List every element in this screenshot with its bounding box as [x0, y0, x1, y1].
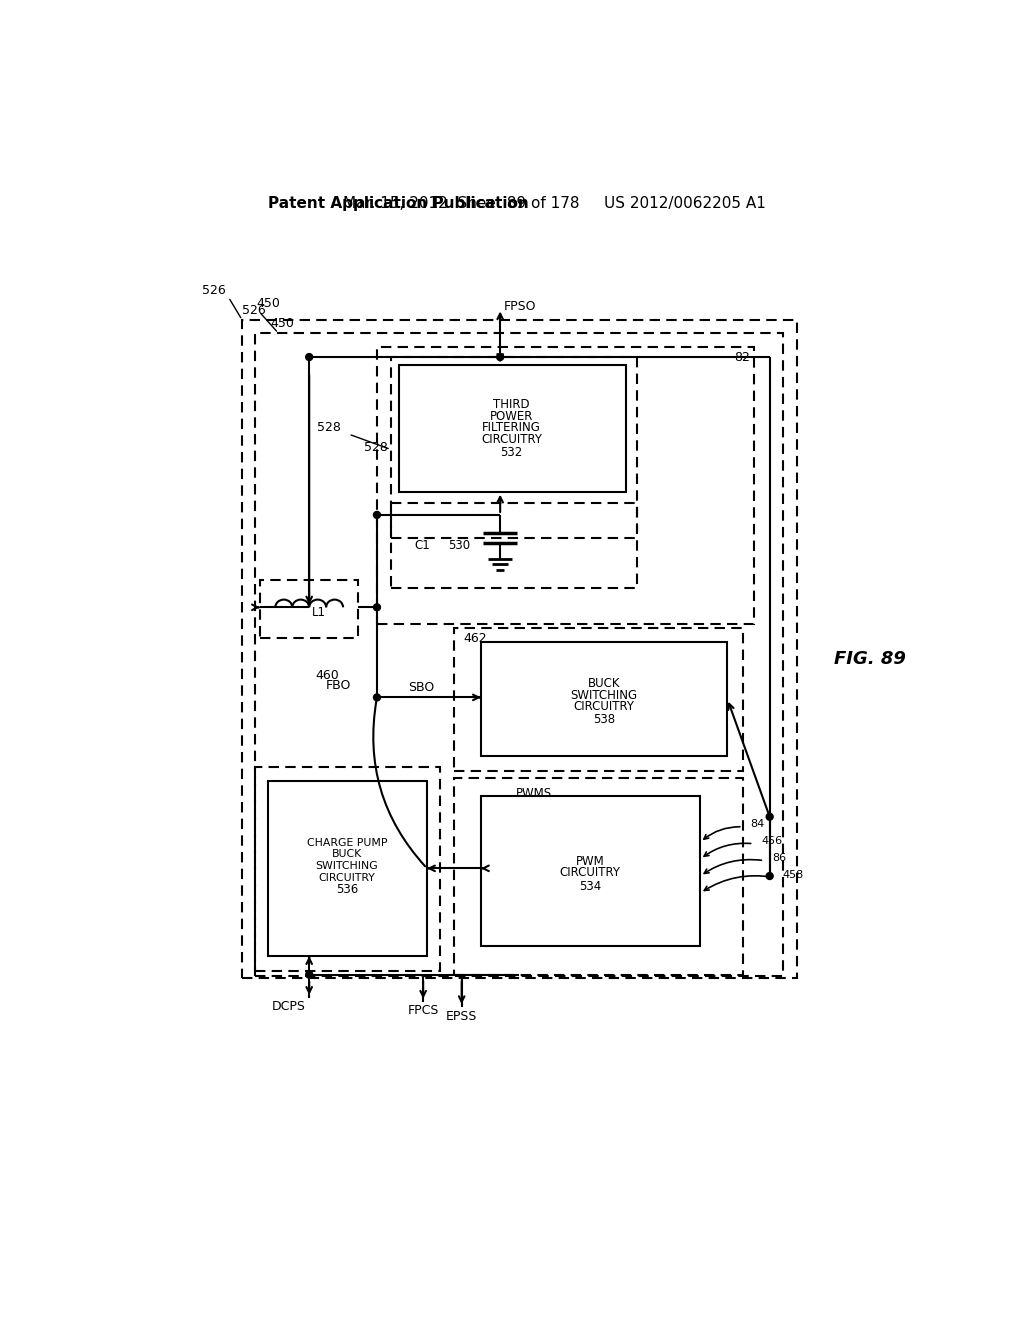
Text: C1: C1 — [414, 539, 430, 552]
Text: EPSS: EPSS — [446, 1010, 477, 1023]
Text: 86: 86 — [772, 853, 786, 862]
Text: FBO: FBO — [326, 680, 351, 693]
Text: DCPS: DCPS — [271, 1001, 305, 1014]
Bar — [481, 642, 727, 756]
Bar — [481, 796, 700, 946]
Text: FPSO: FPSO — [504, 300, 537, 313]
Bar — [391, 503, 637, 589]
Text: THIRD: THIRD — [494, 399, 530, 412]
Bar — [391, 356, 637, 539]
Text: 450: 450 — [270, 317, 295, 330]
Bar — [260, 581, 358, 638]
Bar — [454, 779, 742, 974]
Bar — [398, 364, 626, 492]
Bar — [243, 321, 797, 978]
Text: FPCS: FPCS — [408, 1005, 439, 1018]
Text: 530: 530 — [449, 539, 471, 552]
Text: POWER: POWER — [490, 409, 534, 422]
Text: CIRCUITRY: CIRCUITRY — [573, 700, 635, 713]
Text: SBO: SBO — [408, 681, 434, 694]
Circle shape — [306, 354, 312, 360]
Text: 82: 82 — [734, 351, 750, 364]
Text: SWITCHING: SWITCHING — [570, 689, 638, 702]
Text: CIRCUITRY: CIRCUITRY — [318, 873, 376, 883]
Text: FIG. 89: FIG. 89 — [834, 649, 905, 668]
Text: 536: 536 — [336, 883, 358, 896]
Bar — [255, 333, 782, 977]
Text: CIRCUITRY: CIRCUITRY — [481, 433, 543, 446]
Text: 534: 534 — [580, 879, 601, 892]
Text: BUCK: BUCK — [332, 850, 362, 859]
Circle shape — [374, 694, 381, 701]
Text: 450: 450 — [257, 297, 281, 310]
Bar — [377, 347, 755, 624]
Text: L1: L1 — [311, 606, 326, 619]
Text: 456: 456 — [761, 836, 782, 846]
Text: Mar. 15, 2012  Sheet 89 of 178: Mar. 15, 2012 Sheet 89 of 178 — [343, 195, 580, 211]
Text: 532: 532 — [501, 446, 523, 459]
Text: 528: 528 — [364, 441, 388, 454]
Text: 526: 526 — [202, 284, 225, 297]
Text: 526: 526 — [243, 305, 266, 317]
Text: SWITCHING: SWITCHING — [315, 861, 378, 871]
Text: 460: 460 — [315, 669, 339, 682]
Text: PWMS: PWMS — [515, 787, 552, 800]
Text: Patent Application Publication: Patent Application Publication — [267, 195, 528, 211]
Text: BUCK: BUCK — [588, 677, 621, 690]
Bar — [454, 628, 742, 771]
Circle shape — [374, 603, 381, 611]
Text: PWM: PWM — [575, 855, 604, 869]
Bar — [267, 780, 427, 956]
Text: US 2012/0062205 A1: US 2012/0062205 A1 — [604, 195, 766, 211]
Circle shape — [497, 354, 504, 360]
Text: FILTERING: FILTERING — [482, 421, 541, 434]
Bar — [255, 767, 440, 970]
Text: CHARGE PUMP: CHARGE PUMP — [306, 838, 387, 847]
Text: 458: 458 — [782, 870, 804, 879]
Text: 462: 462 — [463, 632, 486, 645]
Text: 538: 538 — [593, 713, 615, 726]
Text: CIRCUITRY: CIRCUITRY — [560, 866, 621, 879]
Circle shape — [766, 813, 773, 820]
Circle shape — [766, 873, 773, 879]
Circle shape — [374, 511, 381, 519]
Circle shape — [306, 972, 312, 978]
Text: 84: 84 — [751, 818, 765, 829]
Text: 528: 528 — [316, 421, 341, 434]
